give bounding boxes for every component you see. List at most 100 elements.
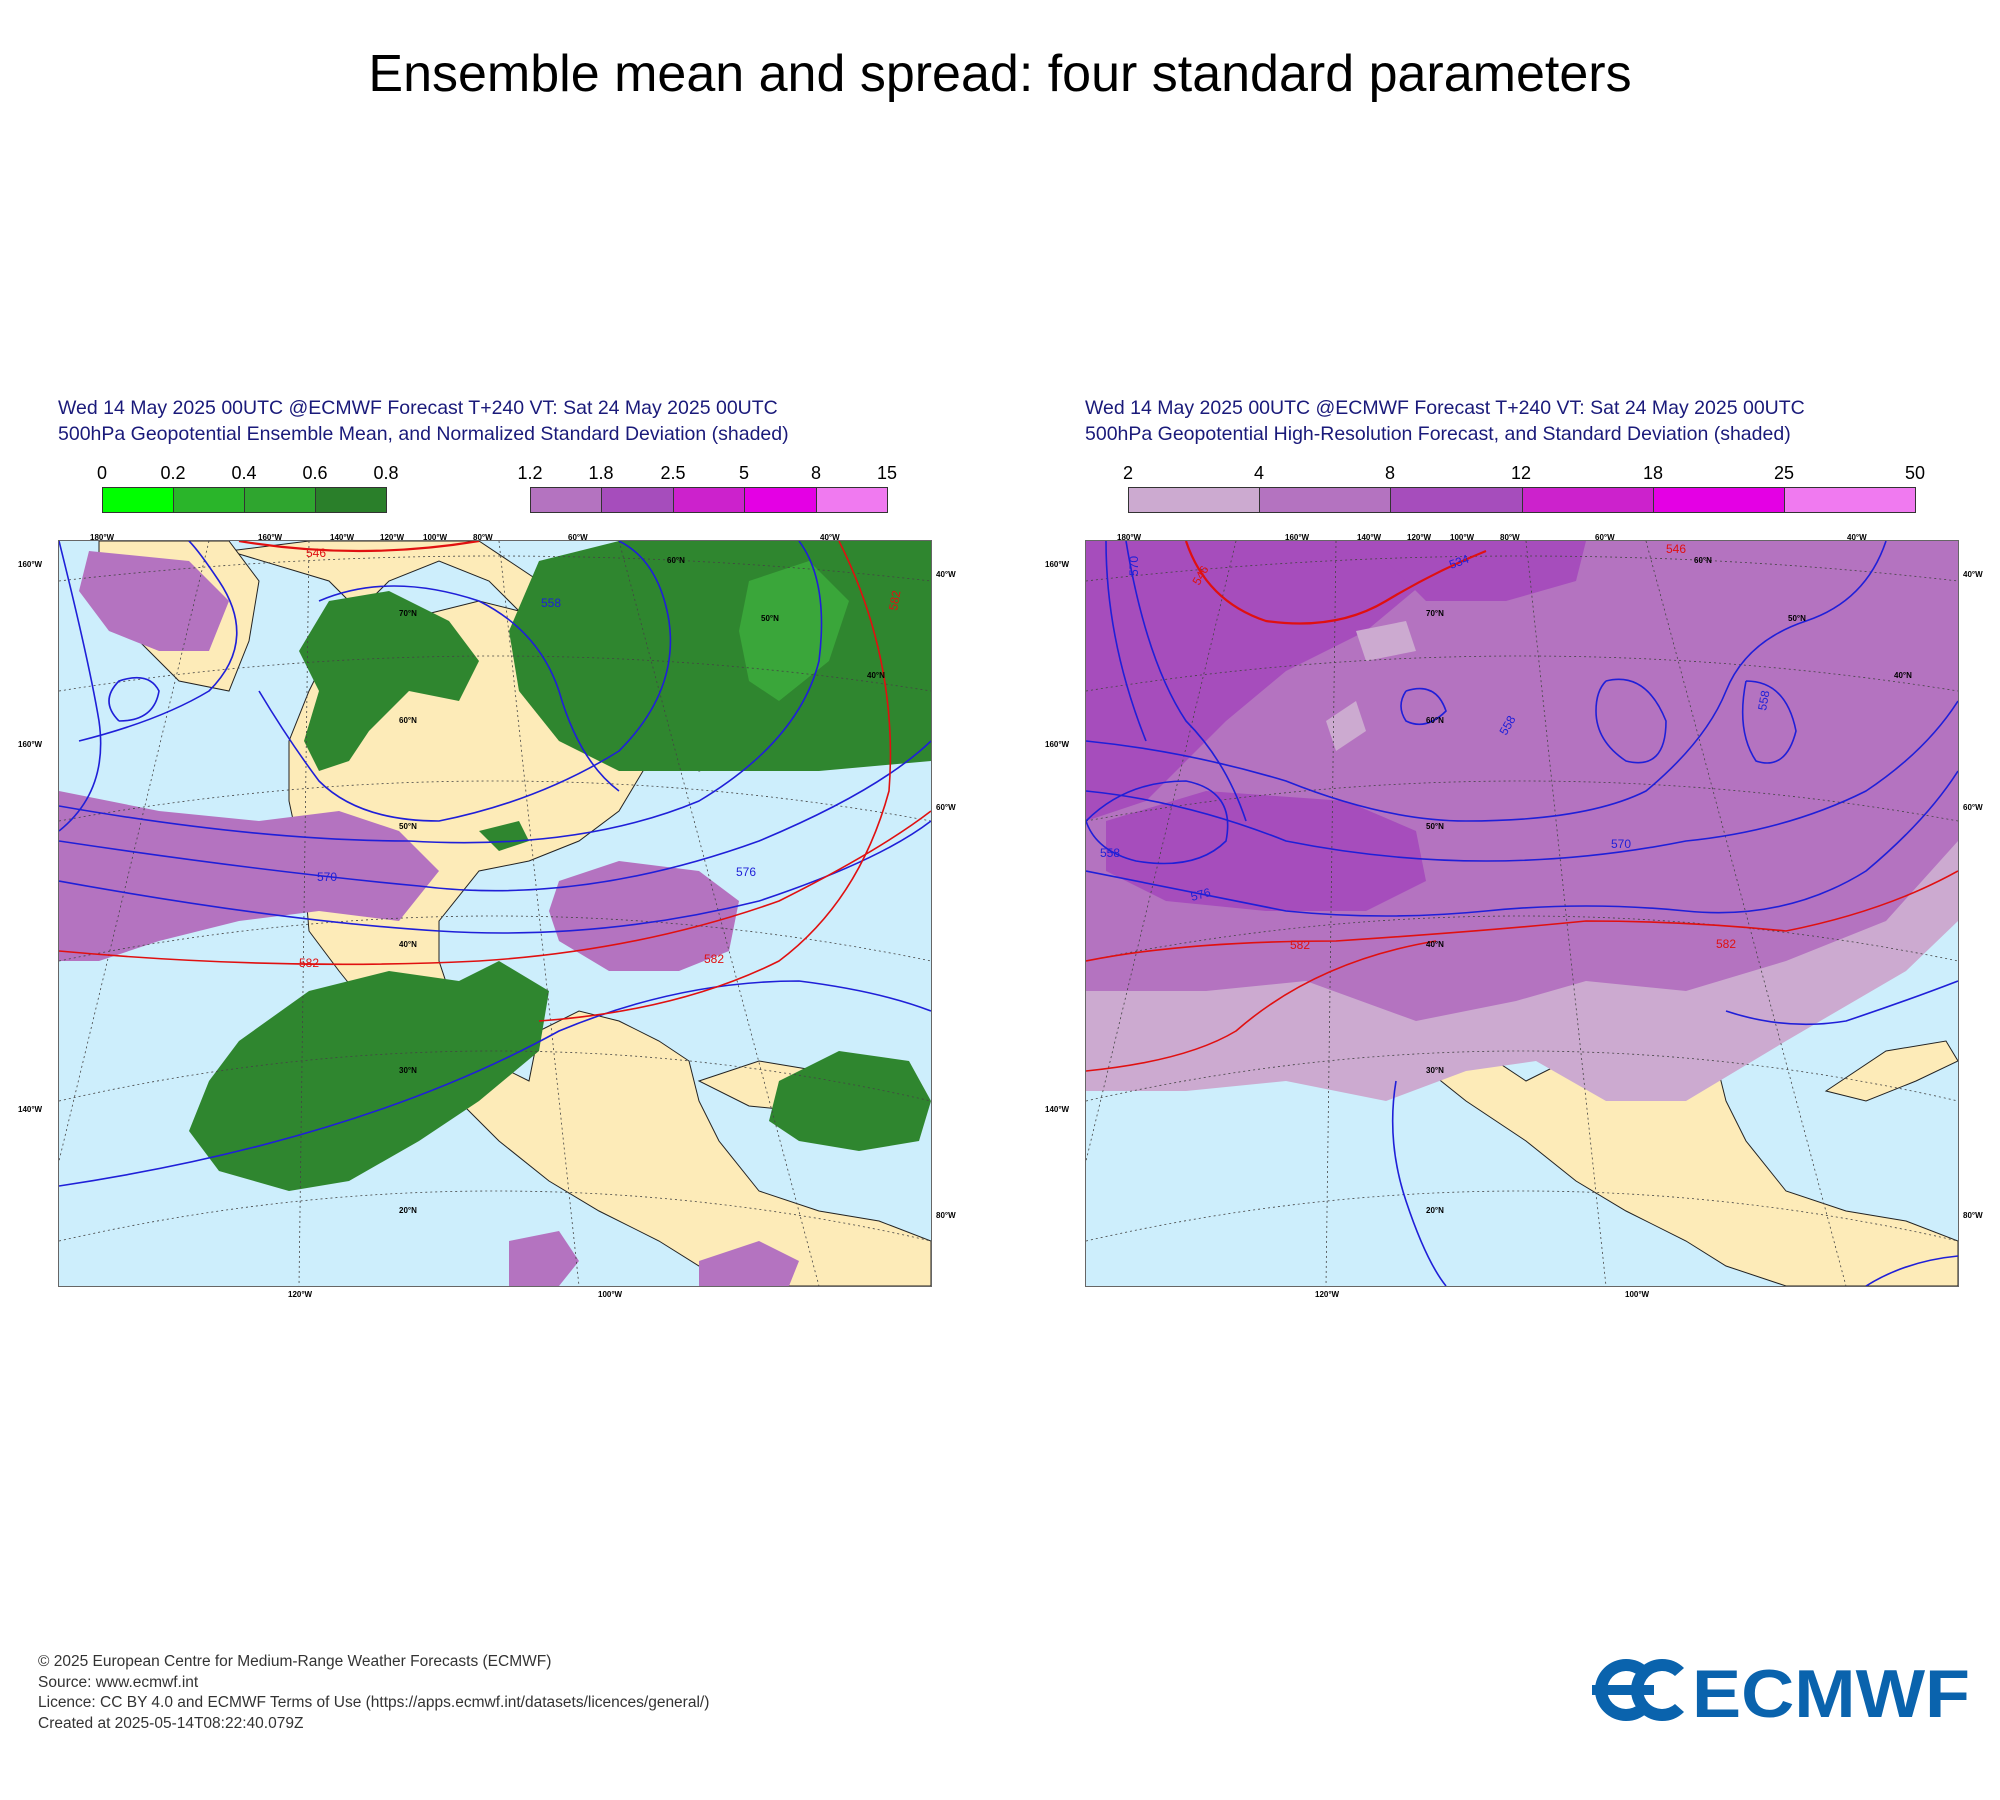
- svg-text:60°N: 60°N: [667, 556, 685, 565]
- map-svg: 546 558 570 576 582 582 582 70°N 60°N 50…: [59, 541, 931, 1286]
- ecmwf-logo: ECMWF: [1592, 1656, 1970, 1725]
- contour-label: 558: [1755, 689, 1772, 711]
- contour-label: 582: [886, 589, 903, 611]
- lon-label-left: 160°W: [18, 740, 43, 749]
- map-ensemble-mean: 546 558 570 576 582 582 582 70°N 60°N 50…: [58, 540, 932, 1287]
- lat-labels: 70°N 60°N 50°N 40°N 30°N 20°N 60°N 50°N …: [1426, 556, 1912, 1215]
- contour-label: 570: [1127, 556, 1141, 576]
- lon-label-top: 40°W: [1847, 533, 1867, 542]
- contour-label: 546: [1666, 542, 1686, 556]
- shade-purple: [79, 551, 229, 651]
- legend-swatch: [1129, 488, 1261, 512]
- lon-label-left: 140°W: [18, 1105, 43, 1114]
- legend-swatch: [245, 488, 316, 512]
- contour-labels: 546 558 570 576 582 582 582: [299, 546, 903, 970]
- svg-text:50°N: 50°N: [399, 822, 417, 831]
- contour-label: 582: [1290, 938, 1310, 952]
- shade-spread-dark: [1086, 541, 1426, 821]
- lon-label-top: 40°W: [820, 533, 840, 542]
- contour-label: 546: [306, 546, 326, 560]
- legend-tick: 0.2: [160, 463, 186, 483]
- contour-label: 558: [1100, 846, 1120, 860]
- svg-text:70°N: 70°N: [399, 609, 417, 618]
- lon-label-top: 180°W: [1117, 533, 1142, 542]
- legend-swatch: [602, 488, 674, 512]
- legend-swatch: [531, 488, 603, 512]
- legend-tick: 0.4: [231, 463, 257, 483]
- legend-purple: 1.2 1.8 2.5 5 8 15: [517, 463, 897, 513]
- svg-text:50°N: 50°N: [761, 614, 779, 623]
- legend-tick: 8: [1384, 463, 1396, 483]
- contour-label: 558: [541, 596, 561, 610]
- lat-labels: 70°N 60°N 50°N 40°N 30°N 20°N 60°N 50°N …: [399, 556, 885, 1215]
- lon-label-bottom: 100°W: [598, 1290, 623, 1299]
- footer-licence: Licence: CC BY 4.0 and ECMWF Terms of Us…: [38, 1694, 710, 1711]
- footer-created: Created at 2025-05-14T08:22:40.079Z: [38, 1714, 304, 1732]
- shade-green: [509, 541, 931, 771]
- lon-label-top: 60°W: [568, 533, 588, 542]
- lon-label-top: 80°W: [473, 533, 493, 542]
- legend-tick: 2: [1122, 463, 1134, 483]
- svg-text:70°N: 70°N: [1426, 609, 1444, 618]
- legend-tick: 1.8: [588, 463, 614, 483]
- lon-label-top: 140°W: [330, 533, 355, 542]
- legend-spread: 2 4 8 12 18 25 50: [1123, 463, 1925, 513]
- shade-green: [189, 961, 549, 1191]
- legend-swatch: [1260, 488, 1392, 512]
- lon-label-right: 60°W: [1963, 803, 1983, 812]
- contour-label: 576: [736, 865, 756, 879]
- legend-swatch: [316, 488, 386, 512]
- legend-swatch: [1522, 488, 1654, 512]
- ecmwf-logo-text: ECMWF: [1692, 1656, 1970, 1725]
- contour-label: 582: [299, 956, 319, 970]
- legend-tick: 8: [810, 463, 822, 483]
- shade-spread-dark: [1106, 791, 1426, 911]
- lon-label-top: 60°W: [1595, 533, 1615, 542]
- svg-text:60°N: 60°N: [399, 716, 417, 725]
- legend-tick: 0.8: [373, 463, 399, 483]
- legend-bar-green: [102, 487, 387, 513]
- contour-label: 570: [317, 870, 337, 884]
- panel-title-line1: Wed 14 May 2025 00UTC @ECMWF Forecast T+…: [58, 397, 778, 419]
- lon-label-bottom: 100°W: [1625, 1290, 1650, 1299]
- svg-text:60°N: 60°N: [1694, 556, 1712, 565]
- page-title: Ensemble mean and spread: four standard …: [368, 45, 1632, 103]
- legend-tick: 0.6: [302, 463, 328, 483]
- contour-label: 582: [1716, 937, 1736, 951]
- panel-title-line2: 500hPa Geopotential High-Resolution Fore…: [1085, 423, 1791, 445]
- legend-bar-purple: [530, 487, 888, 513]
- svg-text:40°N: 40°N: [867, 671, 885, 680]
- svg-text:40°N: 40°N: [1894, 671, 1912, 680]
- shade-green: [479, 821, 529, 851]
- legend-swatch: [174, 488, 245, 512]
- graticule: [1086, 541, 1958, 1286]
- legend-tick: 12: [1510, 463, 1532, 483]
- svg-text:40°N: 40°N: [1426, 940, 1444, 949]
- lon-label-top: 100°W: [423, 533, 448, 542]
- legend-tick: 2.5: [660, 463, 686, 483]
- shade-spread-light: [1356, 621, 1416, 661]
- lon-label-left: 140°W: [1045, 1105, 1070, 1114]
- shade-purple: [699, 1241, 799, 1286]
- legend-tick: 0: [96, 463, 108, 483]
- land-cuba: [1824, 1040, 1958, 1102]
- svg-text:20°N: 20°N: [399, 1206, 417, 1215]
- lon-label-right: 60°W: [936, 803, 956, 812]
- lon-label-bottom: 120°W: [1315, 1290, 1340, 1299]
- lon-label-left: 160°W: [1045, 740, 1070, 749]
- svg-text:40°N: 40°N: [399, 940, 417, 949]
- lon-label-top: 140°W: [1357, 533, 1382, 542]
- lon-label-left: 160°W: [1045, 560, 1070, 569]
- shade-green: [299, 591, 479, 771]
- lon-label-top: 160°W: [258, 533, 283, 542]
- legend-swatch: [103, 488, 174, 512]
- contours: [1086, 541, 1958, 1286]
- legend-swatch: [745, 488, 817, 512]
- legend-tick: 50: [1904, 463, 1926, 483]
- hres-forecast-panel: Wed 14 May 2025 00UTC @ECMWF Forecast T+…: [1045, 395, 1985, 1315]
- contours: [59, 541, 931, 1187]
- lon-label-right: 80°W: [1963, 1211, 1983, 1220]
- legend-swatch: [1653, 488, 1785, 512]
- svg-text:60°N: 60°N: [1426, 716, 1444, 725]
- footer: © 2025 European Centre for Medium-Range …: [38, 1652, 709, 1734]
